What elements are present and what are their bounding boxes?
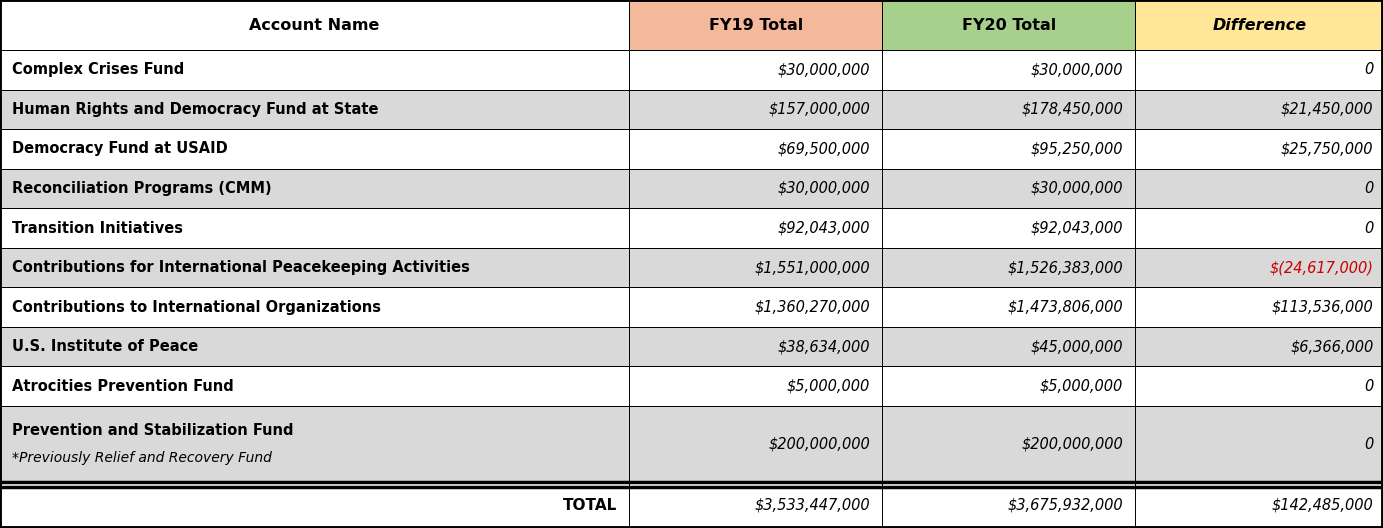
- Bar: [882, 0, 1135, 50]
- Bar: [1135, 248, 1383, 287]
- Text: $25,750,000: $25,750,000: [1281, 142, 1373, 156]
- Bar: [882, 168, 1135, 208]
- Bar: [0, 129, 629, 168]
- Bar: [1135, 366, 1383, 406]
- Bar: [0, 366, 629, 406]
- Bar: [0, 0, 629, 50]
- Bar: [1135, 50, 1383, 90]
- Bar: [882, 406, 1135, 482]
- Bar: [882, 366, 1135, 406]
- Text: $92,043,000: $92,043,000: [1030, 221, 1123, 235]
- Text: Contributions to International Organizations: Contributions to International Organizat…: [12, 299, 382, 315]
- Text: $(24,617,000): $(24,617,000): [1270, 260, 1373, 275]
- Text: Account Name: Account Name: [249, 17, 380, 33]
- Bar: [882, 287, 1135, 327]
- Text: $157,000,000: $157,000,000: [768, 102, 870, 117]
- Bar: [1135, 0, 1383, 50]
- Bar: [629, 90, 882, 129]
- Text: U.S. Institute of Peace: U.S. Institute of Peace: [12, 339, 199, 354]
- Bar: [629, 366, 882, 406]
- Text: 0: 0: [1364, 62, 1373, 77]
- Bar: [629, 327, 882, 366]
- Text: 0: 0: [1364, 221, 1373, 235]
- Text: $200,000,000: $200,000,000: [1021, 437, 1123, 451]
- Text: $38,634,000: $38,634,000: [777, 339, 870, 354]
- Text: $5,000,000: $5,000,000: [1040, 379, 1123, 394]
- Text: $200,000,000: $200,000,000: [768, 437, 870, 451]
- Bar: [0, 406, 629, 482]
- Bar: [882, 208, 1135, 248]
- Bar: [882, 129, 1135, 168]
- Bar: [882, 50, 1135, 90]
- Bar: [629, 50, 882, 90]
- Bar: [0, 287, 629, 327]
- Bar: [629, 208, 882, 248]
- Bar: [0, 482, 629, 528]
- Text: $21,450,000: $21,450,000: [1281, 102, 1373, 117]
- Text: $178,450,000: $178,450,000: [1021, 102, 1123, 117]
- Text: $1,551,000,000: $1,551,000,000: [754, 260, 870, 275]
- Bar: [1135, 168, 1383, 208]
- Bar: [629, 406, 882, 482]
- Bar: [0, 168, 629, 208]
- Text: $113,536,000: $113,536,000: [1271, 299, 1373, 315]
- Bar: [629, 129, 882, 168]
- Bar: [0, 327, 629, 366]
- Text: 0: 0: [1364, 437, 1373, 451]
- Bar: [629, 482, 882, 528]
- Text: $1,473,806,000: $1,473,806,000: [1007, 299, 1123, 315]
- Bar: [629, 287, 882, 327]
- Text: Reconciliation Programs (CMM): Reconciliation Programs (CMM): [12, 181, 272, 196]
- Bar: [882, 248, 1135, 287]
- Text: $3,675,932,000: $3,675,932,000: [1007, 497, 1123, 513]
- Text: $92,043,000: $92,043,000: [777, 221, 870, 235]
- Text: $69,500,000: $69,500,000: [777, 142, 870, 156]
- Text: Human Rights and Democracy Fund at State: Human Rights and Democracy Fund at State: [12, 102, 379, 117]
- Bar: [0, 208, 629, 248]
- Bar: [1135, 482, 1383, 528]
- Text: $1,360,270,000: $1,360,270,000: [754, 299, 870, 315]
- Text: $30,000,000: $30,000,000: [777, 181, 870, 196]
- Text: Transition Initiatives: Transition Initiatives: [12, 221, 184, 235]
- Bar: [1135, 208, 1383, 248]
- Text: TOTAL: TOTAL: [563, 497, 617, 513]
- Bar: [629, 248, 882, 287]
- Text: $5,000,000: $5,000,000: [787, 379, 870, 394]
- Text: Contributions for International Peacekeeping Activities: Contributions for International Peacekee…: [12, 260, 470, 275]
- Text: Democracy Fund at USAID: Democracy Fund at USAID: [12, 142, 228, 156]
- Bar: [1135, 287, 1383, 327]
- Text: Atrocities Prevention Fund: Atrocities Prevention Fund: [12, 379, 234, 394]
- Text: Complex Crises Fund: Complex Crises Fund: [12, 62, 185, 77]
- Text: FY19 Total: FY19 Total: [708, 17, 804, 33]
- Bar: [1135, 90, 1383, 129]
- Text: $1,526,383,000: $1,526,383,000: [1007, 260, 1123, 275]
- Text: $30,000,000: $30,000,000: [777, 62, 870, 77]
- Bar: [1135, 327, 1383, 366]
- Text: Prevention and Stabilization Fund: Prevention and Stabilization Fund: [12, 423, 295, 438]
- Bar: [0, 50, 629, 90]
- Text: $30,000,000: $30,000,000: [1030, 62, 1123, 77]
- Text: Difference: Difference: [1212, 17, 1307, 33]
- Text: $6,366,000: $6,366,000: [1290, 339, 1373, 354]
- Bar: [0, 248, 629, 287]
- Text: FY20 Total: FY20 Total: [961, 17, 1057, 33]
- Bar: [882, 90, 1135, 129]
- Text: 0: 0: [1364, 181, 1373, 196]
- Text: $45,000,000: $45,000,000: [1030, 339, 1123, 354]
- Bar: [1135, 129, 1383, 168]
- Bar: [1135, 406, 1383, 482]
- Text: $30,000,000: $30,000,000: [1030, 181, 1123, 196]
- Text: $3,533,447,000: $3,533,447,000: [754, 497, 870, 513]
- Bar: [882, 327, 1135, 366]
- Bar: [629, 168, 882, 208]
- Text: $142,485,000: $142,485,000: [1271, 497, 1373, 513]
- Text: *Previously Relief and Recovery Fund: *Previously Relief and Recovery Fund: [12, 451, 272, 465]
- Bar: [0, 90, 629, 129]
- Text: $95,250,000: $95,250,000: [1030, 142, 1123, 156]
- Bar: [882, 482, 1135, 528]
- Bar: [629, 0, 882, 50]
- Text: 0: 0: [1364, 379, 1373, 394]
